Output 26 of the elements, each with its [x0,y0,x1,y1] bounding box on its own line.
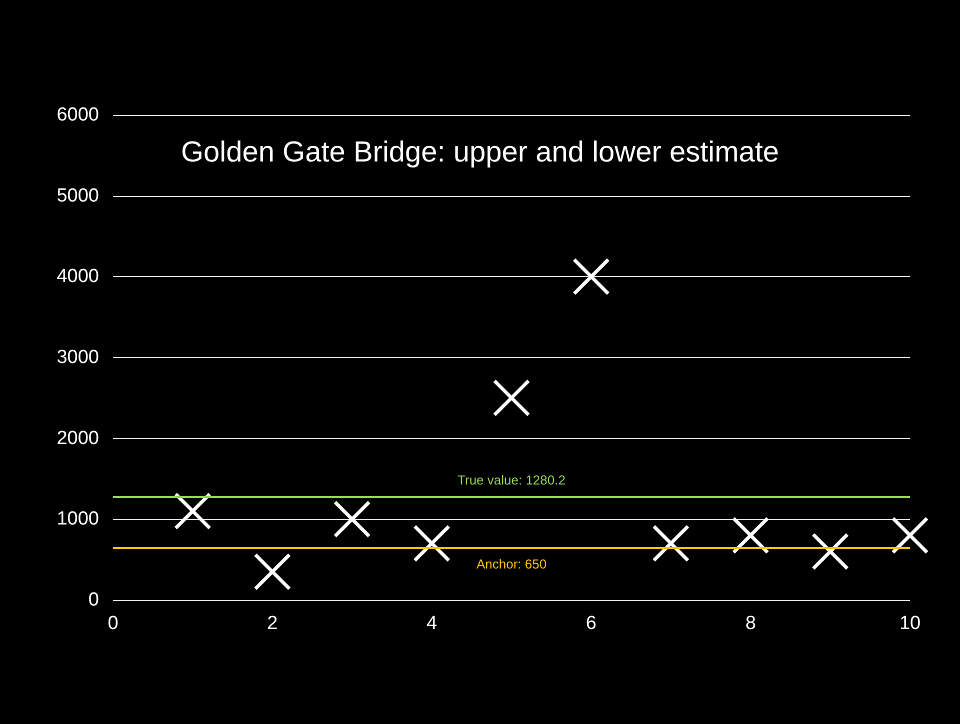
point [413,524,451,562]
point [254,552,292,590]
y-tick-label: 6000 [56,104,99,126]
y-tick-label: 3000 [56,347,99,368]
text: Golden Gate Bridge: upper and lower estimate [180,136,780,168]
ref-line-label: True value: 1280.2 [458,472,566,488]
point [891,516,929,554]
point [812,532,850,570]
x-tick-label: 6 [586,613,596,634]
point [492,379,530,417]
point [333,500,371,538]
point [174,492,212,530]
x-tick-label: 0 [108,613,118,634]
y-tick-label: 4000 [56,266,99,288]
y-tick-label: 1000 [56,508,99,530]
x-tick-label: 2 [267,613,278,634]
point [652,524,690,562]
y-tick-label: 0 [88,590,99,610]
point [732,516,770,554]
x-tick-label: 8 [745,613,756,634]
x-tick-label: 4 [426,613,438,634]
ref-line-label: Anchor: 650 [476,556,547,572]
x-tick-label: 10 [899,613,921,634]
y-tick-label: 5000 [56,185,99,206]
y-tick-label: 2000 [56,428,99,449]
point [572,258,610,296]
